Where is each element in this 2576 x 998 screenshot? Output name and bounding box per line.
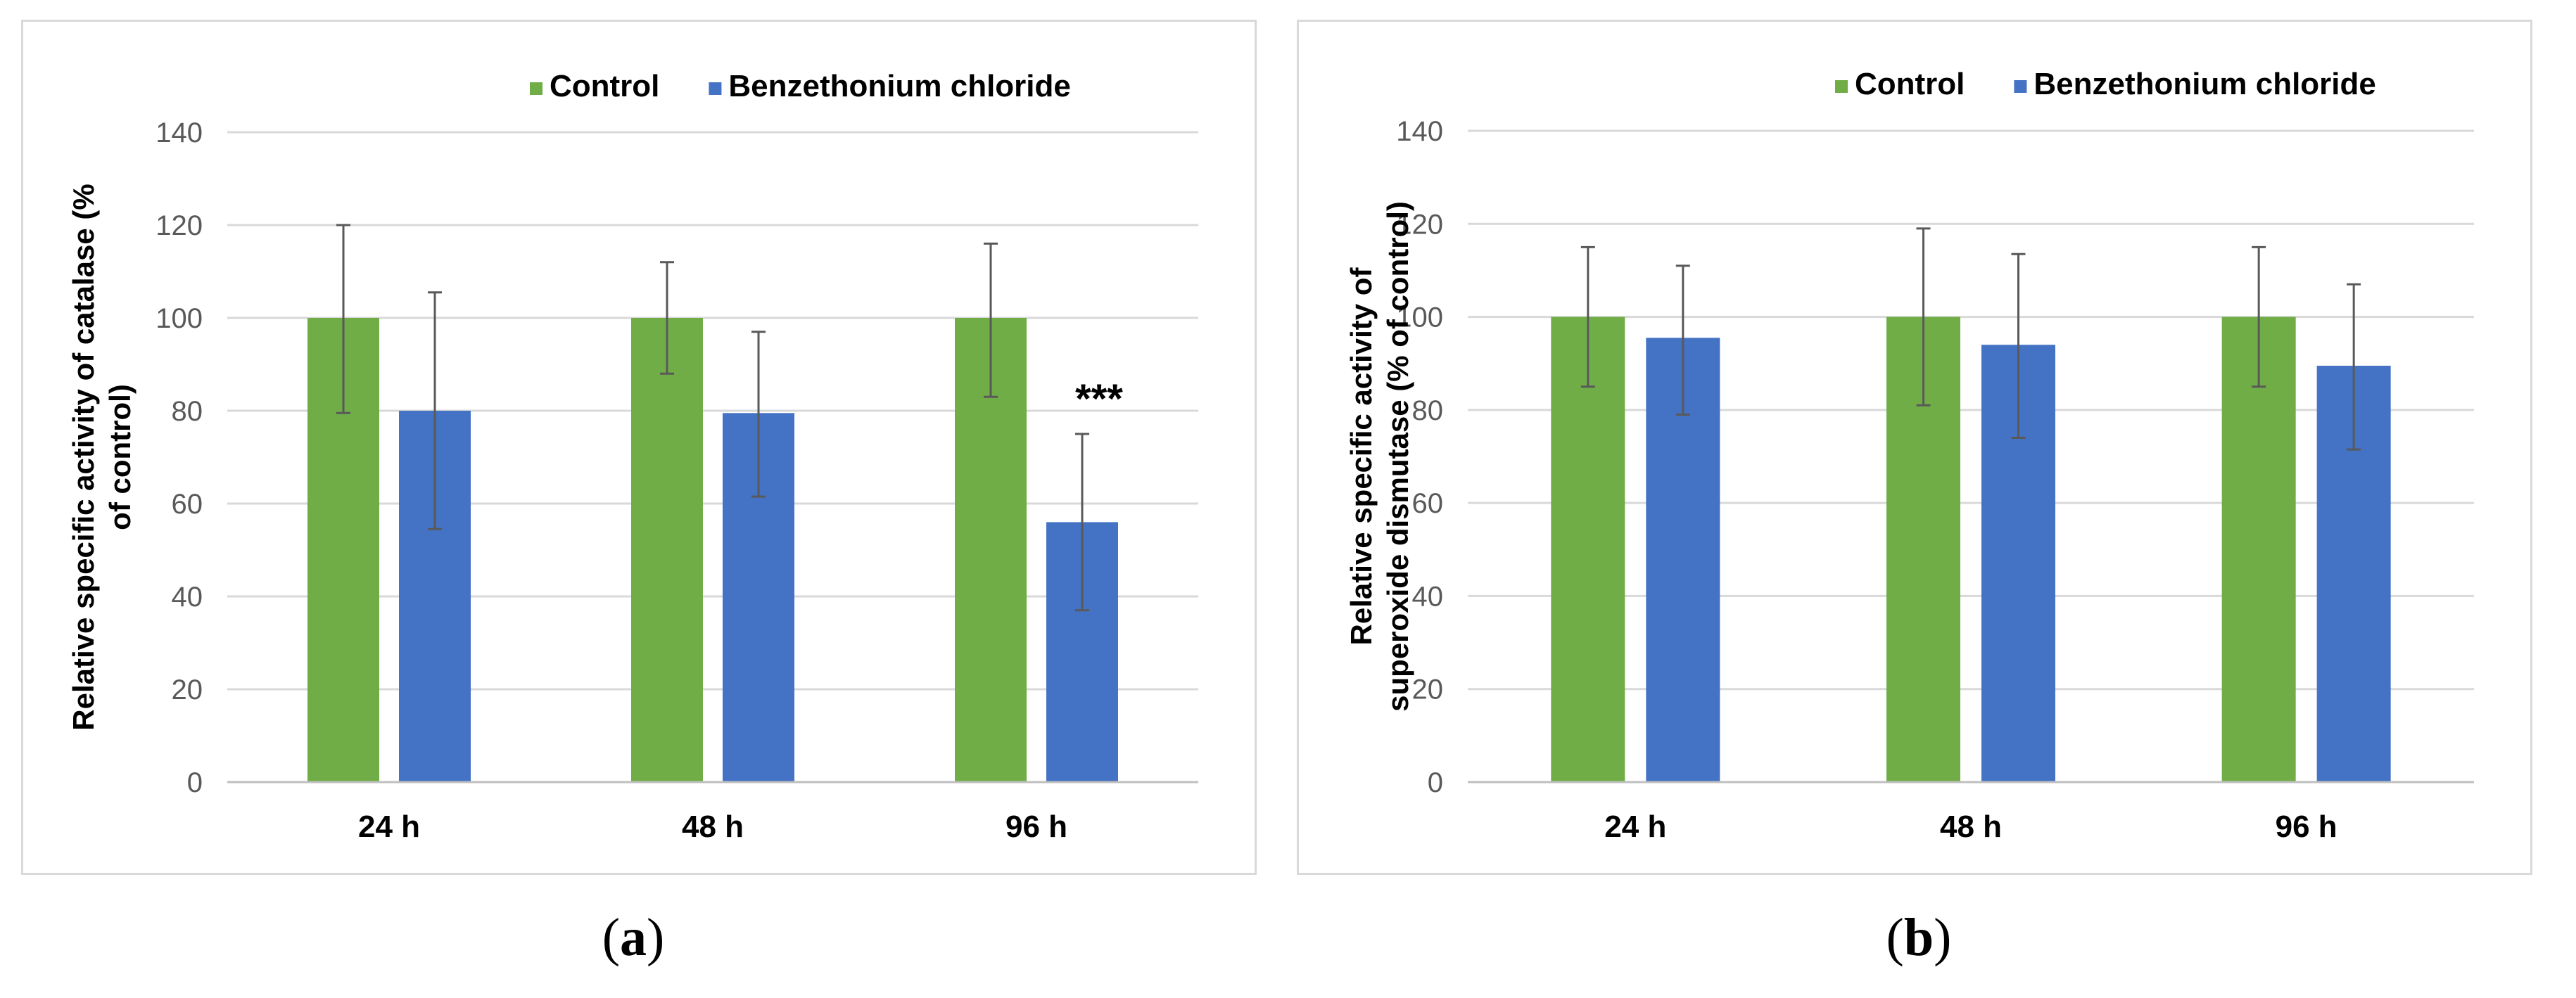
chart-b-error-bar [2011, 252, 2026, 440]
caption-b-letter: b [1903, 908, 1934, 967]
chart-a-error-bar [984, 242, 998, 398]
chart-a-legend-label-control: Control [550, 69, 659, 103]
chart-b-error-bar [2252, 245, 2266, 388]
chart-b-ytick-label: 100 [1396, 302, 1443, 333]
chart-b-ytick-label: 60 [1412, 488, 1444, 519]
chart-a-ytick-label: 20 [172, 674, 203, 705]
chart-b-ytick-label: 0 [1428, 767, 1443, 798]
chart-a-category-label: 96 h [1005, 810, 1067, 844]
chart-b-error-bar [1580, 245, 1595, 388]
chart-a-legend-swatch-control [530, 82, 543, 95]
chart-a-significance-annotation: *** [1075, 376, 1123, 422]
chart-a-ytick-label: 140 [156, 117, 203, 148]
chart-b-y-axis-label: Relative specific activity of superoxide … [1345, 201, 1414, 712]
chart-a-error-bar [428, 291, 442, 530]
chart-a-legend-label-benzethonium: Benzethonium chloride [728, 69, 1070, 103]
chart-a-error-bar [751, 331, 766, 498]
chart-b-ytick-label: 140 [1396, 116, 1443, 147]
chart-a-ytick-label: 60 [172, 489, 203, 520]
chart-a-y-axis-label: Relative specific activity of catalase (… [67, 184, 137, 730]
chart-panel-b: 0 20 40 60 80 100 120 140 24 h 48 h 96 h Relative s… [1297, 20, 2532, 875]
chart-panel-a: 0 20 40 60 80 100 120 140 24 h 48 h 96 h *** Relativ… [21, 20, 1257, 875]
chart-b-ytick-label: 120 [1396, 209, 1443, 240]
chart-b-legend-swatch-control [1835, 80, 1848, 93]
chart-b-ytick-label: 80 [1412, 395, 1444, 426]
chart-b-svg: 0 20 40 60 80 100 120 140 24 h 48 h 96 h Relative s… [1345, 67, 2474, 844]
chart-b-category-label: 24 h [1604, 810, 1666, 844]
chart-a-ytick-label: 80 [172, 396, 203, 427]
chart-a-ytick-label: 40 [172, 582, 203, 613]
chart-a-y-axis-label-line: Relative specific activity of catalase (… [67, 184, 100, 730]
chart-b-error-bar [2347, 283, 2361, 451]
chart-b-error-bar [1916, 227, 1931, 407]
chart-b-legend-label-control: Control [1855, 67, 1965, 101]
chart-a-error-bar [1075, 433, 1089, 612]
chart-b-error-bar [1675, 264, 1690, 416]
chart-a-category-label: 48 h [682, 810, 744, 844]
chart-b-y-axis-label-line: Relative specific activity of [1345, 267, 1378, 646]
chart-a-ytick-label: 0 [187, 767, 203, 798]
caption-a: (a) [602, 908, 665, 967]
chart-a-y-axis-label-line: of control) [103, 384, 137, 530]
chart-a-legend-swatch-benzethonium [709, 82, 722, 95]
chart-b-y-axis-label-line: superoxide dismutase (% of control) [1381, 201, 1414, 712]
chart-b-bar-control [2221, 316, 2296, 783]
chart-b-ytick-label: 40 [1412, 581, 1444, 612]
chart-a-ytick-label: 100 [156, 303, 203, 334]
chart-b-legend-swatch-benzethonium [2014, 80, 2027, 93]
chart-b-category-label: 96 h [2276, 810, 2337, 844]
chart-a-category-label: 24 h [358, 810, 420, 844]
chart-a-ytick-label: 120 [156, 210, 203, 241]
chart-a-bar-control [631, 318, 703, 782]
chart-b-legend-label-benzethonium: Benzethonium chloride [2033, 67, 2375, 101]
chart-b-ytick-label: 20 [1412, 674, 1444, 705]
caption-b: (b) [1886, 908, 1952, 967]
caption-a-letter: a [620, 908, 647, 967]
chart-b-bar-control [1551, 316, 1625, 783]
chart-b-category-label: 48 h [1940, 810, 2002, 844]
chart-a-error-bar [660, 261, 674, 375]
chart-a-svg: 0 20 40 60 80 100 120 140 24 h 48 h 96 h *** Relativ… [67, 69, 1198, 844]
chart-a-error-bar [336, 224, 350, 414]
